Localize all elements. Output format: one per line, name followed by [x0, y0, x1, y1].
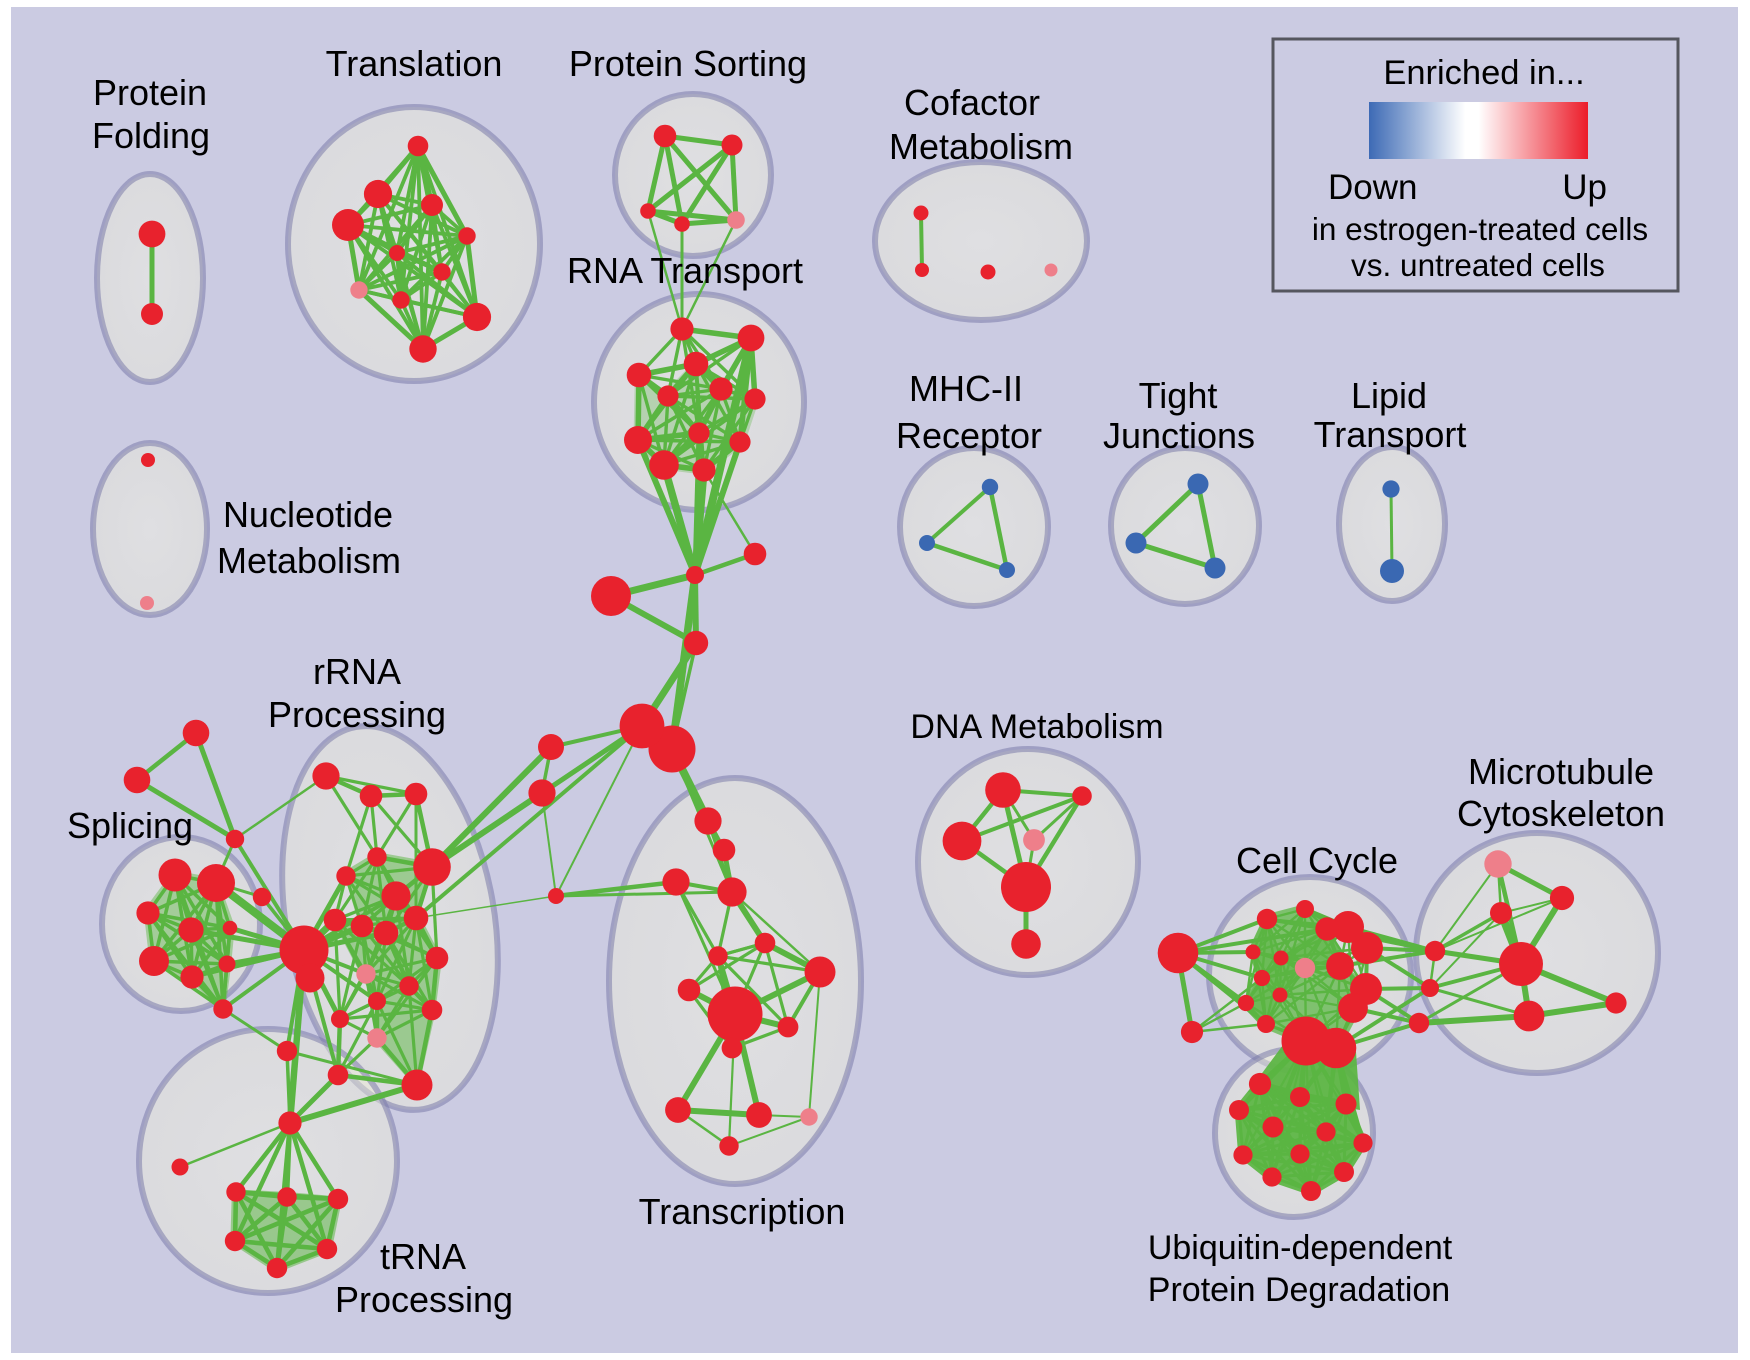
svg-text:Cell Cycle: Cell Cycle	[1236, 840, 1398, 881]
svg-text:Splicing: Splicing	[67, 805, 193, 846]
svg-text:Translation: Translation	[326, 43, 503, 84]
svg-text:DNA Metabolism: DNA Metabolism	[910, 708, 1163, 746]
svg-text:Protein Sorting: Protein Sorting	[569, 43, 807, 84]
svg-text:Metabolism: Metabolism	[889, 126, 1073, 167]
svg-text:Transport: Transport	[1314, 414, 1467, 455]
svg-text:rRNA: rRNA	[313, 651, 401, 692]
svg-text:Metabolism: Metabolism	[217, 540, 401, 581]
svg-text:Protein: Protein	[93, 72, 207, 113]
svg-text:Transcription: Transcription	[639, 1191, 846, 1232]
svg-text:RNA Transport: RNA Transport	[567, 250, 803, 291]
svg-text:Microtubule: Microtubule	[1468, 751, 1654, 792]
svg-text:Tight: Tight	[1139, 375, 1218, 416]
svg-text:MHC-II: MHC-II	[909, 368, 1023, 409]
svg-text:tRNA: tRNA	[380, 1236, 466, 1277]
svg-text:Processing: Processing	[268, 694, 446, 735]
svg-text:Up: Up	[1562, 168, 1607, 207]
svg-text:vs. untreated cells: vs. untreated cells	[1351, 247, 1605, 283]
svg-text:Ubiquitin-dependent: Ubiquitin-dependent	[1148, 1229, 1453, 1267]
svg-text:Protein Degradation: Protein Degradation	[1148, 1271, 1450, 1309]
svg-text:Lipid: Lipid	[1351, 375, 1427, 416]
svg-text:Down: Down	[1328, 168, 1417, 207]
svg-text:Junctions: Junctions	[1103, 415, 1255, 456]
svg-text:Cytoskeleton: Cytoskeleton	[1457, 793, 1665, 834]
svg-text:Cofactor: Cofactor	[904, 82, 1040, 123]
svg-text:in estrogen-treated cells: in estrogen-treated cells	[1312, 211, 1648, 247]
svg-text:Folding: Folding	[92, 115, 210, 156]
svg-text:Enriched in...: Enriched in...	[1383, 54, 1584, 92]
svg-text:Receptor: Receptor	[896, 415, 1042, 456]
svg-text:Processing: Processing	[335, 1279, 513, 1320]
svg-text:Nucleotide: Nucleotide	[223, 494, 393, 535]
